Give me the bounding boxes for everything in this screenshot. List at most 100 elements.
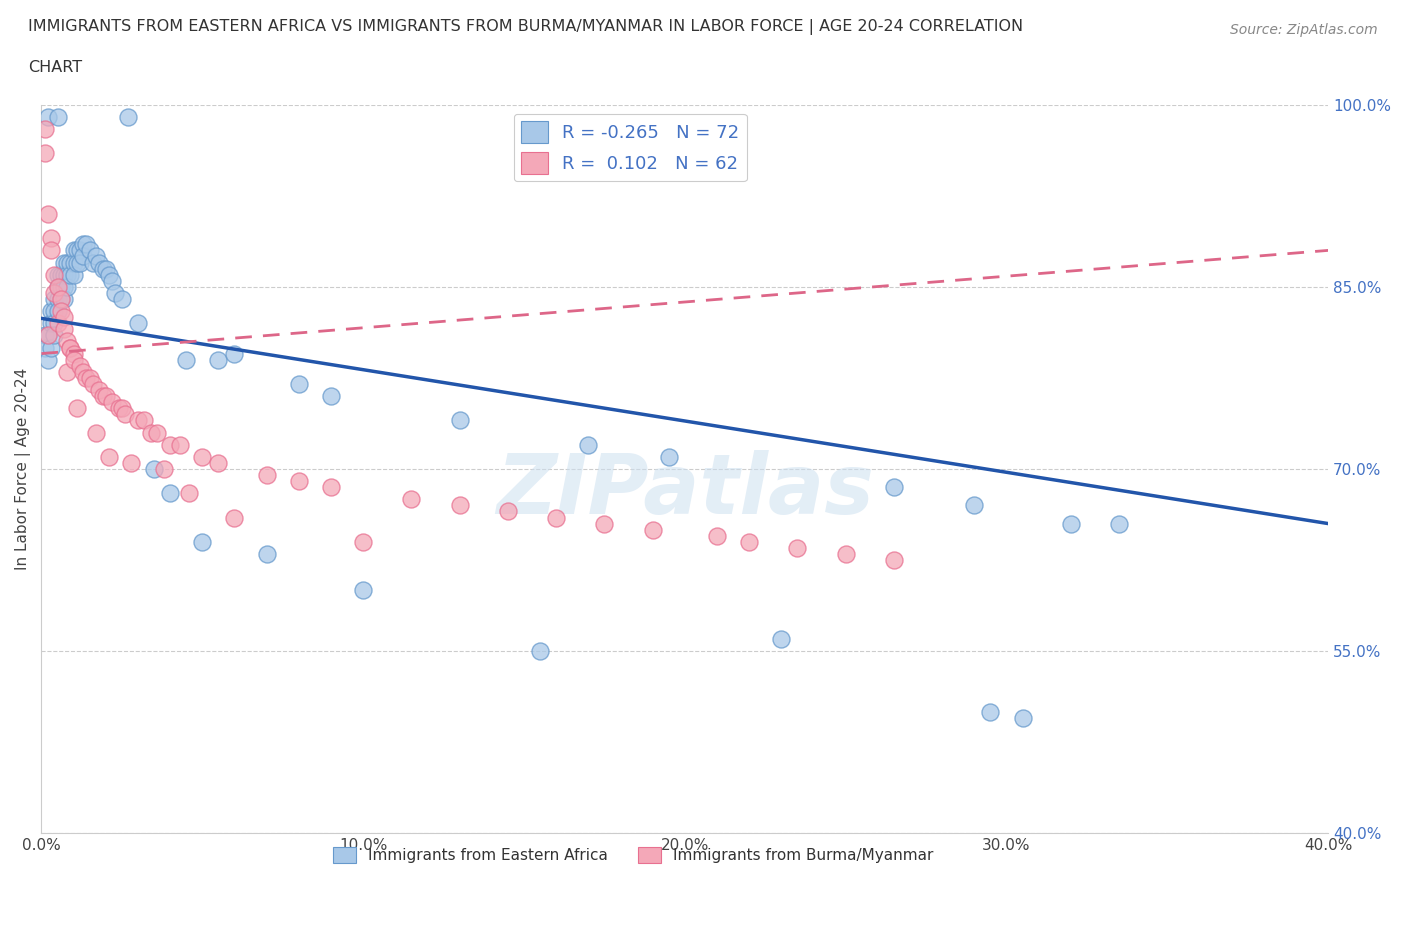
- Point: [738, 535, 761, 550]
- Point: [786, 540, 808, 555]
- Point: [75, 370, 97, 385]
- Point: [256, 468, 278, 483]
- Point: [143, 461, 166, 476]
- Point: [319, 389, 342, 404]
- Point: [46, 110, 69, 125]
- Point: [641, 523, 664, 538]
- Point: [52, 322, 75, 337]
- Point: [127, 413, 149, 428]
- Point: [101, 394, 124, 409]
- Point: [159, 437, 181, 452]
- Point: [979, 704, 1001, 719]
- Point: [56, 334, 79, 349]
- Text: IMMIGRANTS FROM EASTERN AFRICA VS IMMIGRANTS FROM BURMA/MYANMAR IN LABOR FORCE |: IMMIGRANTS FROM EASTERN AFRICA VS IMMIGR…: [28, 19, 1024, 34]
- Point: [146, 425, 169, 440]
- Point: [1108, 516, 1130, 531]
- Point: [94, 261, 117, 276]
- Point: [37, 352, 59, 367]
- Point: [834, 547, 856, 562]
- Point: [49, 304, 72, 319]
- Point: [62, 346, 84, 361]
- Point: [174, 352, 197, 367]
- Point: [56, 279, 79, 294]
- Text: Source: ZipAtlas.com: Source: ZipAtlas.com: [1230, 23, 1378, 37]
- Point: [883, 480, 905, 495]
- Point: [66, 401, 89, 416]
- Point: [207, 352, 229, 367]
- Point: [62, 255, 84, 270]
- Point: [207, 456, 229, 471]
- Point: [44, 304, 66, 319]
- Point: [59, 340, 82, 355]
- Point: [59, 340, 82, 355]
- Point: [44, 291, 66, 306]
- Point: [39, 243, 62, 258]
- Point: [52, 310, 75, 325]
- Point: [46, 279, 69, 294]
- Point: [56, 267, 79, 282]
- Point: [52, 279, 75, 294]
- Point: [82, 255, 104, 270]
- Point: [104, 286, 127, 300]
- Point: [44, 267, 66, 282]
- Point: [496, 504, 519, 519]
- Point: [72, 237, 94, 252]
- Point: [546, 510, 568, 525]
- Point: [593, 516, 616, 531]
- Point: [66, 243, 89, 258]
- Point: [1060, 516, 1083, 531]
- Point: [529, 644, 551, 658]
- Point: [44, 316, 66, 331]
- Point: [91, 389, 114, 404]
- Point: [34, 146, 56, 161]
- Point: [34, 340, 56, 355]
- Point: [34, 328, 56, 343]
- Point: [39, 231, 62, 246]
- Point: [98, 267, 121, 282]
- Point: [69, 255, 91, 270]
- Point: [46, 304, 69, 319]
- Point: [89, 255, 111, 270]
- Point: [79, 370, 101, 385]
- Point: [59, 267, 82, 282]
- Point: [101, 273, 124, 288]
- Point: [52, 291, 75, 306]
- Point: [39, 340, 62, 355]
- Point: [114, 406, 136, 421]
- Point: [37, 206, 59, 221]
- Point: [46, 267, 69, 282]
- Point: [224, 346, 246, 361]
- Text: ZIPatlas: ZIPatlas: [496, 450, 873, 531]
- Point: [139, 425, 162, 440]
- Point: [963, 498, 986, 512]
- Point: [56, 365, 79, 379]
- Point: [159, 485, 181, 500]
- Point: [352, 583, 374, 598]
- Point: [883, 552, 905, 567]
- Point: [121, 456, 143, 471]
- Point: [62, 352, 84, 367]
- Point: [658, 449, 681, 464]
- Point: [69, 358, 91, 373]
- Point: [352, 535, 374, 550]
- Point: [66, 255, 89, 270]
- Point: [256, 547, 278, 562]
- Point: [287, 473, 309, 488]
- Point: [49, 279, 72, 294]
- Text: CHART: CHART: [28, 60, 82, 75]
- Point: [127, 316, 149, 331]
- Point: [576, 437, 599, 452]
- Point: [401, 492, 423, 507]
- Point: [37, 328, 59, 343]
- Point: [34, 122, 56, 137]
- Point: [37, 328, 59, 343]
- Point: [62, 267, 84, 282]
- Point: [111, 401, 134, 416]
- Point: [107, 401, 129, 416]
- Point: [62, 243, 84, 258]
- Point: [82, 377, 104, 392]
- Point: [44, 286, 66, 300]
- Point: [37, 110, 59, 125]
- Point: [46, 316, 69, 331]
- Point: [46, 291, 69, 306]
